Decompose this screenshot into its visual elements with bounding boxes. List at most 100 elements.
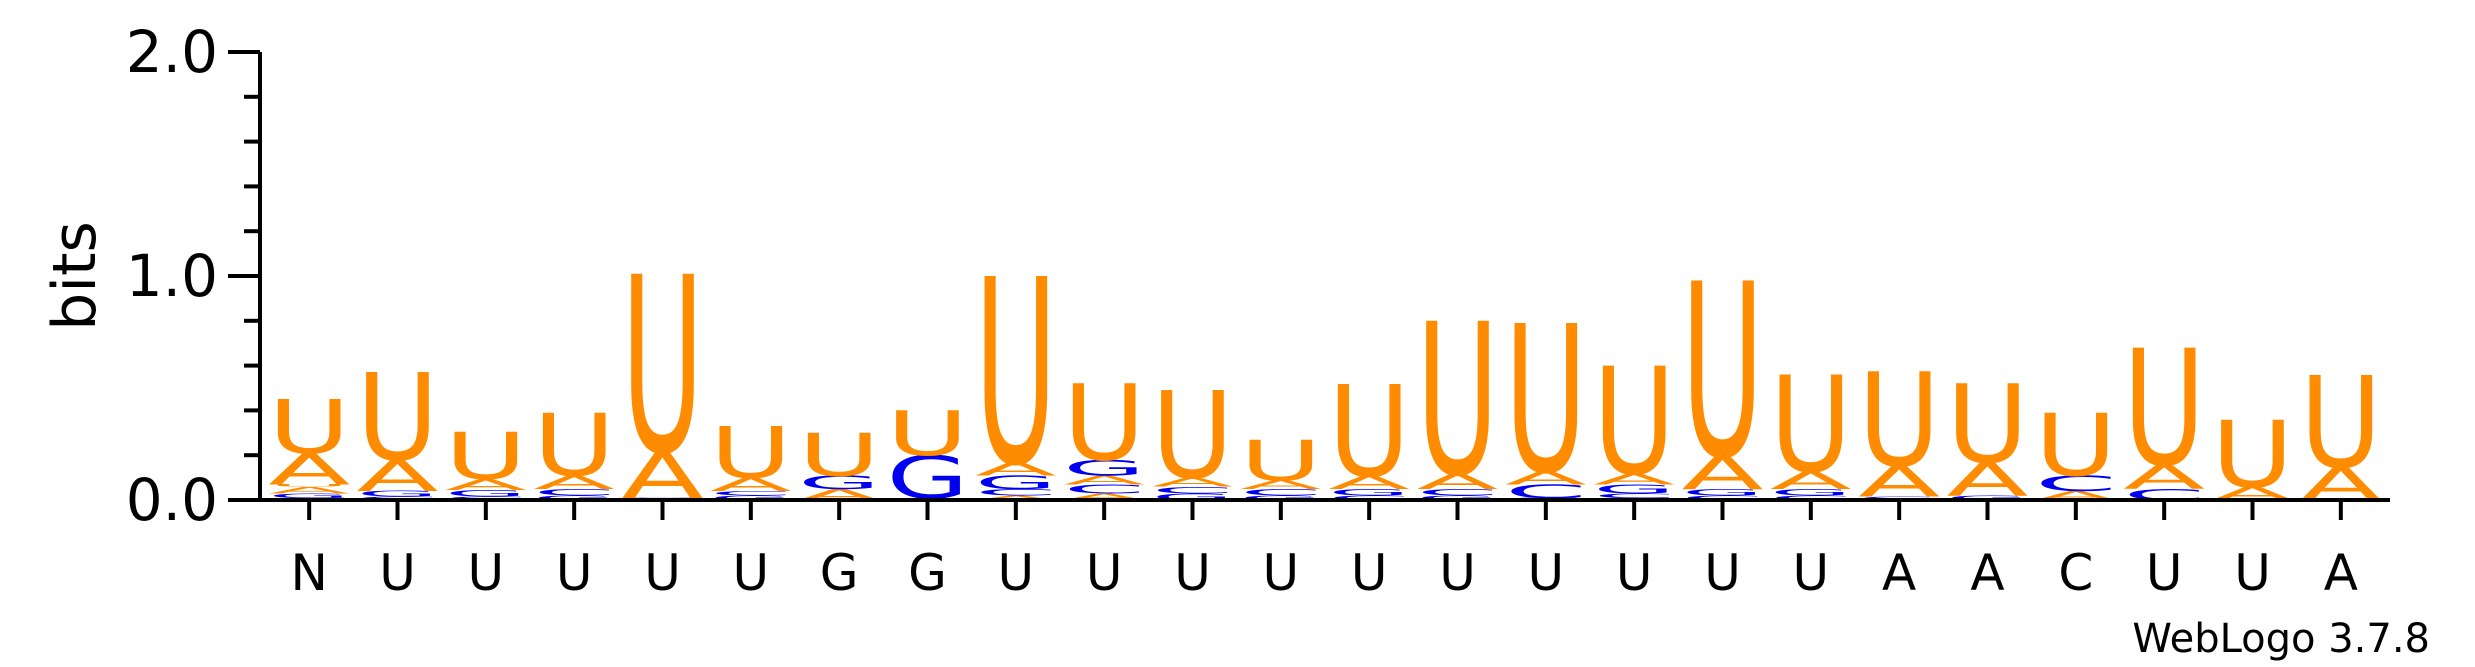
logo-letter: A: [1946, 453, 2028, 506]
logo-letter: U: [1328, 359, 1410, 506]
logo-letter: G: [1151, 491, 1233, 502]
logo-letter: A: [533, 472, 615, 493]
logo-letter: C: [1240, 487, 1322, 498]
logo-letter: G: [1593, 482, 1675, 496]
logo-letter: A: [1505, 467, 1587, 488]
logo-letter: U: [975, 226, 1057, 522]
logo-letter: U: [621, 225, 703, 509]
logo-letter: C: [1505, 481, 1587, 502]
logo-letter: A: [356, 451, 438, 501]
logo-letter: A: [1063, 492, 1145, 503]
x-tick-label: U: [998, 544, 1035, 602]
logo-letter: A: [1593, 470, 1675, 488]
logo-letter: A: [710, 474, 792, 495]
logo-letter: A: [975, 458, 1057, 479]
logo-letter: C: [710, 490, 792, 497]
logo-letter: C: [2035, 471, 2117, 496]
logo-letter: A: [445, 476, 527, 494]
logo-letter: A: [2123, 457, 2205, 496]
x-tick-label: U: [1439, 544, 1476, 602]
logo-letter: G: [268, 492, 350, 499]
x-tick-label: U: [733, 544, 770, 602]
logo-letter: U: [1858, 346, 1940, 496]
logo-letter: U: [2300, 350, 2382, 497]
logo-letter: G: [1946, 494, 2028, 501]
x-tick-label: U: [1793, 544, 1830, 602]
x-tick-label: U: [644, 544, 681, 602]
logo-letter: A: [1240, 478, 1322, 492]
logo-letter: C: [1151, 485, 1233, 496]
logo-letter: G: [356, 489, 438, 498]
logo-letter: G: [975, 472, 1057, 494]
logo-letter: U: [533, 395, 615, 496]
logo-letter: A: [268, 485, 350, 496]
logo-letter: C: [975, 487, 1057, 498]
x-tick-label: G: [820, 544, 859, 602]
x-tick-label: A: [1882, 544, 1916, 602]
logo-letter: A: [1151, 475, 1233, 489]
y-axis-label: bits: [40, 221, 110, 331]
logo-letter: A: [1770, 466, 1852, 494]
y-tick-label: 1.0: [126, 242, 218, 310]
logo-letter: U: [1593, 336, 1675, 508]
y-ticks: 0.0 1.0 2.0: [126, 18, 260, 534]
logo-letter: U: [1240, 429, 1322, 493]
logo-letter: G: [1063, 456, 1145, 481]
logo-letter: G: [710, 494, 792, 501]
logo-letter: G: [1416, 494, 1498, 501]
y-tick-label: 0.0: [126, 466, 218, 534]
logo-letter: U: [2211, 402, 2293, 509]
logo-letter: U: [1063, 362, 1145, 484]
x-tick-label: C: [2058, 544, 2093, 602]
weblogo-credit: WebLogo 3.7.8: [2132, 616, 2430, 662]
logo-letter: A: [1681, 447, 1763, 500]
x-tick-label: U: [1616, 544, 1653, 602]
x-tick-label: U: [556, 544, 593, 602]
logo-letter: U: [2123, 316, 2205, 502]
x-tick-label: N: [290, 544, 327, 602]
x-tick-label: U: [1263, 544, 1300, 602]
logo-letter: U: [1770, 348, 1852, 502]
logo-letter: A: [268, 445, 350, 495]
logo-letter: U: [886, 399, 968, 470]
logo-letter: U: [1151, 367, 1233, 506]
x-tick-label: U: [1174, 544, 1211, 602]
logo-letter: A: [1328, 472, 1410, 493]
logo-letter: A: [1416, 469, 1498, 494]
logo-letter: U: [268, 385, 350, 470]
logo-letter: U: [1946, 362, 2028, 487]
x-tick-label: U: [468, 544, 505, 602]
logo-letter: G: [1681, 487, 1763, 498]
x-tick-label: G: [908, 544, 947, 602]
logo-letter: C: [1770, 494, 1852, 501]
logo-letter: C: [1593, 492, 1675, 499]
logo-letter: G: [1240, 494, 1322, 501]
logo-letter: C: [1328, 494, 1410, 501]
logo-letter: U: [356, 349, 438, 488]
logo-letter: U: [1681, 234, 1763, 513]
y-tick-label: 2.0: [126, 18, 218, 86]
logo-letter: U: [2035, 395, 2117, 496]
x-tick-label: U: [2146, 544, 2183, 602]
x-tick-label: A: [2324, 544, 2358, 602]
x-tick-label: U: [1351, 544, 1388, 602]
logo-letter: U: [710, 413, 792, 495]
x-tick-label: U: [1704, 544, 1741, 602]
logo-letter: C: [1063, 482, 1145, 496]
logo-letter: C: [1681, 494, 1763, 501]
logo-letter: G: [533, 494, 615, 501]
logo-letter: G: [1328, 487, 1410, 498]
logo-letter: C: [533, 487, 615, 498]
logo-letter: G: [445, 488, 527, 499]
x-tick-label: A: [1970, 544, 2004, 602]
logo-letter: A: [975, 494, 1057, 501]
x-tick-label: U: [379, 544, 416, 602]
logo-letter: U: [268, 484, 350, 488]
x-tick-label: U: [1086, 544, 1123, 602]
logo-letter: G: [1770, 487, 1852, 498]
logo-letter: U: [1505, 283, 1587, 519]
logo-letter: G: [798, 472, 880, 494]
x-tick-label: U: [1528, 544, 1565, 602]
